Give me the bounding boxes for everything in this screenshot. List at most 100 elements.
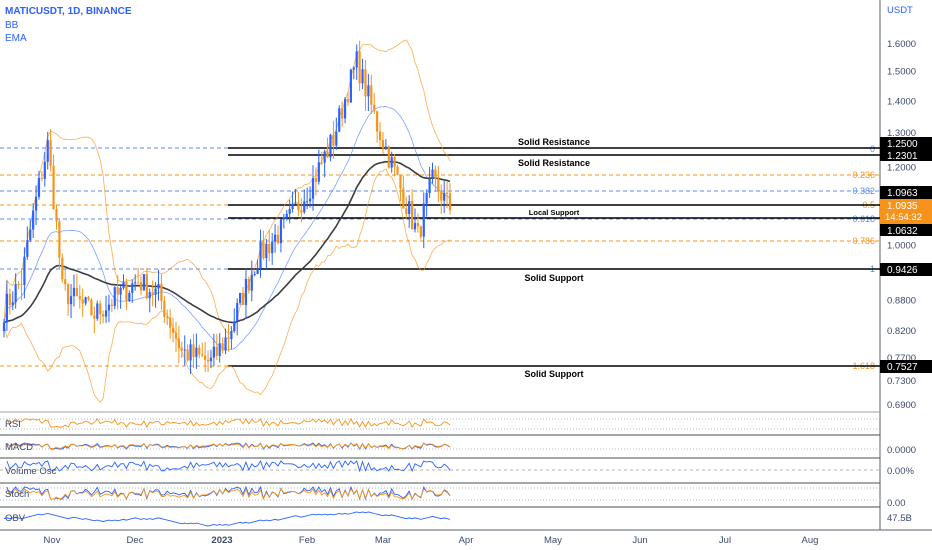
candle-body[interactable] [142,274,146,291]
candle-body[interactable] [107,304,111,311]
candle-body[interactable] [402,188,405,209]
candle-body[interactable] [198,347,201,355]
candle-body[interactable] [134,282,137,284]
candle-body[interactable] [314,178,318,182]
candle-body[interactable] [262,241,265,259]
candle-body[interactable] [434,169,437,179]
candle-body[interactable] [72,287,76,297]
candle-body[interactable] [189,344,192,361]
candle-body[interactable] [20,284,23,286]
candle-body[interactable] [381,140,385,149]
candle-body[interactable] [154,288,157,295]
candle-body[interactable] [335,131,338,146]
candle-body[interactable] [346,99,350,103]
candle-body[interactable] [259,241,262,269]
candle-body[interactable] [440,191,443,201]
candle-body[interactable] [40,177,43,179]
candle-body[interactable] [192,344,195,357]
candle-body[interactable] [224,337,227,351]
candle-body[interactable] [338,108,341,132]
candle-body[interactable] [236,302,239,322]
candle-body[interactable] [122,281,125,288]
candle-body[interactable] [206,359,210,362]
candle-body[interactable] [241,292,245,305]
candle-body[interactable] [230,331,233,340]
candle-body[interactable] [171,327,175,333]
candle-body[interactable] [326,151,329,158]
candle-body[interactable] [364,69,367,97]
candles[interactable] [2,40,452,374]
candle-body[interactable] [148,292,151,299]
candle-body[interactable] [306,201,309,203]
candle-body[interactable] [300,210,303,213]
candle-body[interactable] [195,347,198,357]
candle-body[interactable] [227,337,230,340]
candle-body[interactable] [390,156,393,168]
time-axis[interactable]: Nov Dec 2023 Feb Mar Apr May Jun Jul Aug [44,535,819,546]
candle-body[interactable] [279,219,283,244]
candle-body[interactable] [90,299,93,316]
macd-label[interactable]: MACD [5,442,33,453]
candle-body[interactable] [349,69,352,103]
candle-body[interactable] [163,301,166,317]
volume-osc-label[interactable]: Volume Osc [5,466,56,477]
candle-body[interactable] [186,349,189,361]
obv-label[interactable]: OBV [5,513,26,524]
candle-body[interactable] [5,293,9,323]
rsi-label[interactable]: RSI [5,419,21,430]
candle-body[interactable] [250,274,253,291]
candle-body[interactable] [87,297,90,300]
candle-body[interactable] [343,99,347,119]
candle-body[interactable] [169,317,172,328]
candle-body[interactable] [99,303,102,315]
candle-body[interactable] [104,310,108,317]
candle-body[interactable] [311,178,315,199]
candle-body[interactable] [408,201,411,214]
candle-body[interactable] [221,343,224,351]
candle-body[interactable] [75,287,78,297]
candle-body[interactable] [271,241,274,254]
candle-body[interactable] [17,284,20,286]
stoch-label[interactable]: Stoch [5,489,29,500]
candle-body[interactable] [136,282,140,284]
candle-body[interactable] [294,202,297,204]
candle-body[interactable] [78,296,81,300]
candle-body[interactable] [411,201,414,230]
candle-body[interactable] [396,166,399,175]
candle-body[interactable] [431,169,434,180]
candle-body[interactable] [288,209,291,214]
candle-body[interactable] [291,203,294,210]
candle-body[interactable] [212,346,215,358]
candle-body[interactable] [14,284,17,303]
candle-body[interactable] [317,162,320,182]
candle-body[interactable] [443,192,446,201]
candle-body[interactable] [61,257,64,280]
candle-body[interactable] [320,162,323,164]
candle-body[interactable] [8,293,11,306]
candle-body[interactable] [102,314,105,317]
candle-body[interactable] [253,273,256,275]
candle-body[interactable] [116,287,119,295]
candle-body[interactable] [67,284,70,305]
candle-body[interactable] [247,278,250,291]
candle-body[interactable] [128,292,131,301]
candle-body[interactable] [11,302,14,306]
candle-body[interactable] [113,287,116,306]
candle-body[interactable] [110,304,113,306]
candle-body[interactable] [32,210,35,230]
candle-body[interactable] [308,198,312,202]
candle-body[interactable] [378,131,382,141]
candle-body[interactable] [373,104,376,112]
candle-body[interactable] [204,355,207,360]
candle-body[interactable] [34,196,38,211]
candle-body[interactable] [361,69,364,84]
candle-body[interactable] [233,321,236,332]
candle-body[interactable] [282,217,285,220]
candle-body[interactable] [405,208,408,214]
candle-body[interactable] [183,349,186,351]
candle-body[interactable] [422,203,425,237]
candle-body[interactable] [341,108,344,119]
candle-body[interactable] [139,282,143,291]
candle-body[interactable] [81,299,84,304]
candle-body[interactable] [445,192,449,194]
